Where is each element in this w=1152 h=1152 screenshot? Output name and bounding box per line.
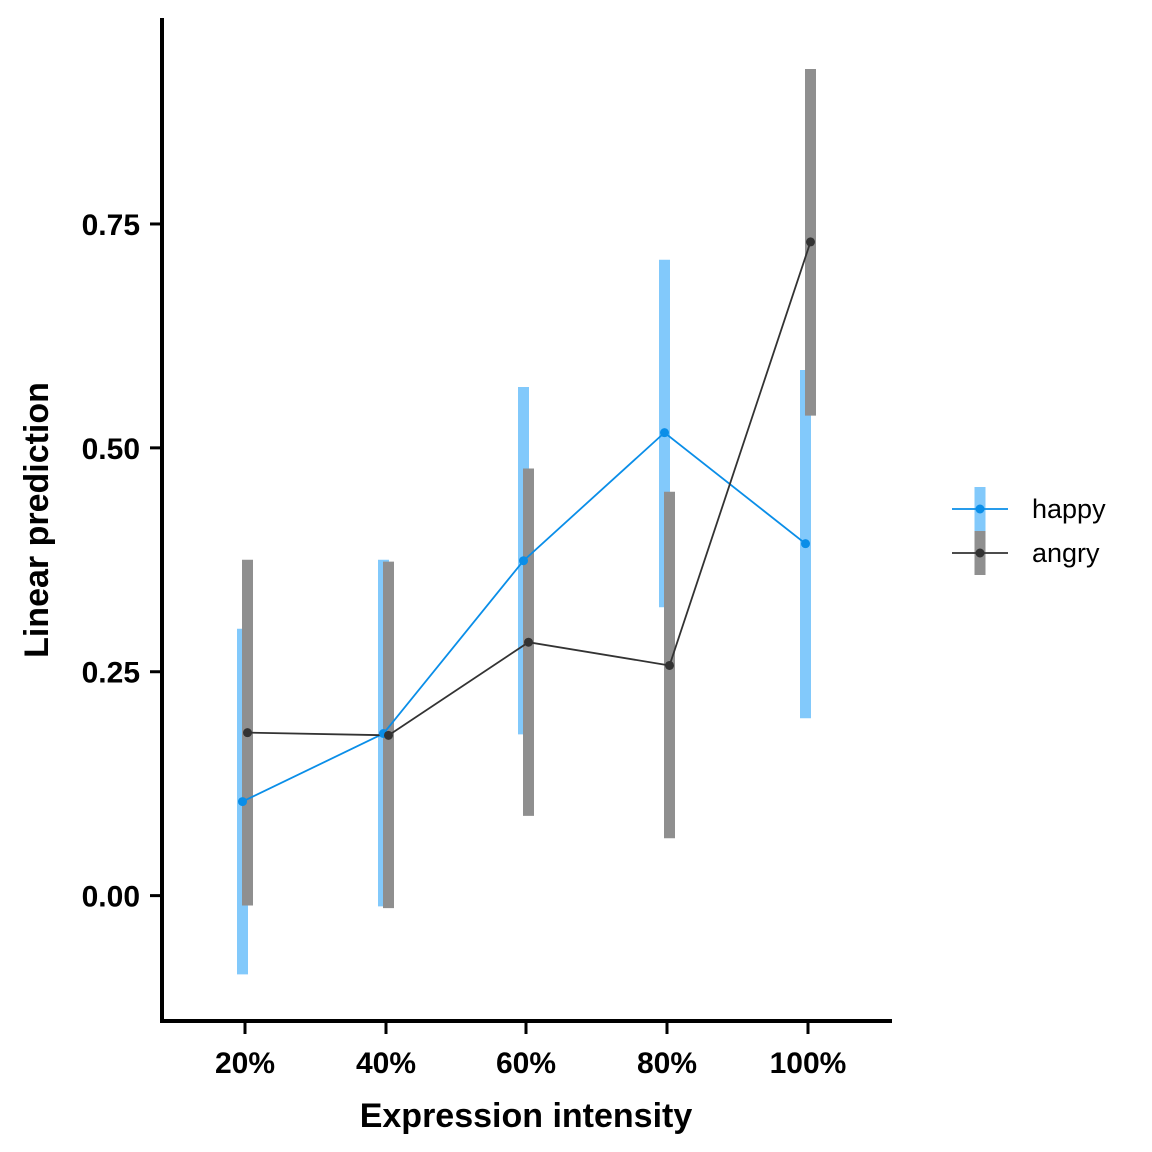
series-points: [238, 237, 815, 807]
happy-data-point: [519, 556, 528, 566]
legend-label: happy: [1032, 494, 1106, 524]
angry-data-point: [665, 660, 674, 670]
happy-data-point: [801, 539, 810, 549]
y-tick-label: 0.00: [82, 881, 140, 914]
x-axis-title: Expression intensity: [360, 1097, 693, 1135]
x-tick-label: 80%: [637, 1047, 697, 1080]
y-tick-label: 0.75: [82, 209, 140, 242]
y-axis-title: Linear prediction: [18, 382, 56, 658]
x-tick-label: 40%: [356, 1047, 416, 1080]
angry-data-point: [524, 637, 533, 647]
x-tick-label: 60%: [496, 1047, 556, 1080]
angry-data-point: [806, 237, 815, 247]
legend-item-angry: angry: [952, 531, 1100, 575]
x-ticks: 20% 40% 60% 80% 100%: [215, 1021, 846, 1080]
legend-point-swatch: [975, 548, 985, 558]
happy-data-point: [238, 797, 247, 807]
happy-data-point: [660, 428, 669, 438]
legend-item-happy: happy: [952, 487, 1106, 531]
angry-data-point: [243, 728, 252, 738]
legend-point-swatch: [975, 504, 985, 514]
y-tick-label: 0.50: [82, 433, 140, 466]
confidence-intervals: [237, 69, 816, 975]
y-tick-label: 0.25: [82, 657, 140, 690]
legend: happy angry: [952, 487, 1106, 575]
angry-data-point: [384, 730, 393, 740]
y-ticks: 0.00 0.25 0.50 0.75: [82, 209, 162, 914]
x-tick-label: 20%: [215, 1047, 275, 1080]
x-tick-label: 100%: [770, 1047, 847, 1080]
legend-label: angry: [1032, 538, 1100, 568]
